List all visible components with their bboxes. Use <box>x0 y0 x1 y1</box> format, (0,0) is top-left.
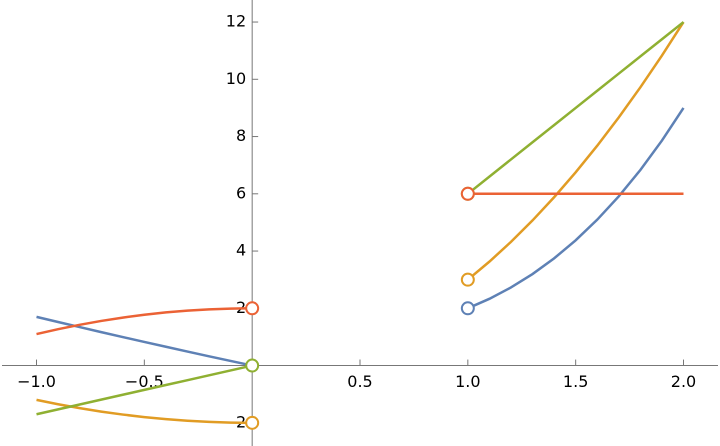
y-tick-label: 4 <box>236 241 246 260</box>
open-point <box>460 301 475 316</box>
y-tick-label: 10 <box>226 69 246 88</box>
open-point <box>245 301 260 316</box>
open-point <box>460 186 475 201</box>
series-line <box>36 107 685 367</box>
y-tick-label: 6 <box>236 183 246 202</box>
y-tick-label: 8 <box>236 126 246 145</box>
x-tick-label: −0.5 <box>125 372 164 391</box>
series-line <box>36 21 685 416</box>
x-tick-label: 0.5 <box>347 372 372 391</box>
x-tick-label: −1.0 <box>17 372 56 391</box>
x-tick-label: 1.0 <box>455 372 480 391</box>
x-tick-label: 2.0 <box>671 372 696 391</box>
x-tick-label: 1.5 <box>563 372 588 391</box>
y-tick-label: 12 <box>226 12 246 31</box>
open-point <box>245 358 260 373</box>
open-point <box>245 415 260 430</box>
series-line <box>36 192 684 336</box>
open-point <box>460 272 475 287</box>
